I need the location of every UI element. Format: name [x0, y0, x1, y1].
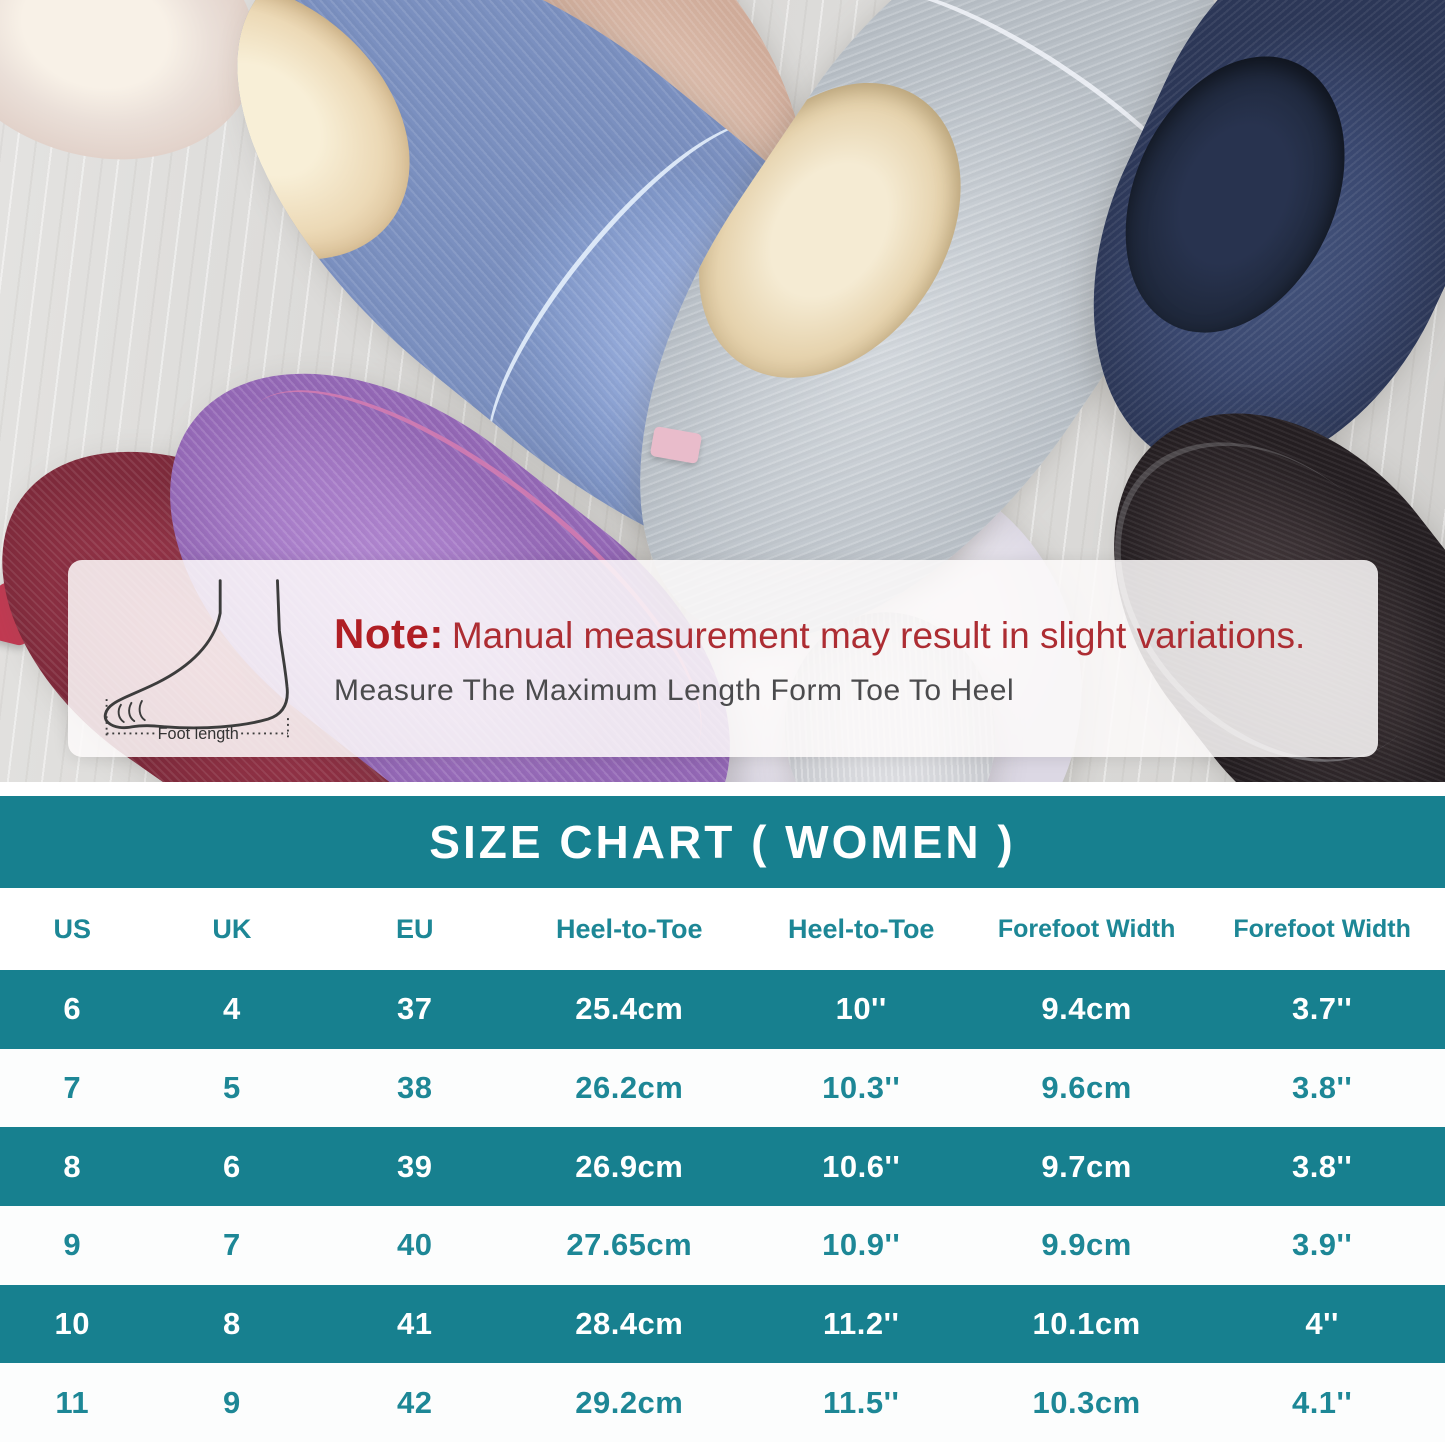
size-cell: 9.4cm — [1041, 991, 1132, 1027]
size-cell: 27.65cm — [566, 1227, 693, 1263]
note-banner: Foot length Note: Manual measurement may … — [68, 560, 1378, 757]
column-header: UK — [212, 913, 252, 944]
size-cell: 10'' — [835, 991, 887, 1027]
foot-measurement-icon: Foot length — [94, 575, 312, 743]
column-header: US — [53, 913, 91, 944]
size-cell: 6 — [223, 1148, 241, 1184]
note-message: Manual measurement may result in slight … — [451, 614, 1306, 656]
note-label: Note: — [334, 609, 444, 657]
size-cell: 11.5'' — [823, 1384, 900, 1420]
size-cell: 40 — [396, 1227, 433, 1263]
size-cell: 4 — [223, 991, 241, 1027]
size-cell: 7 — [223, 1227, 241, 1263]
note-text-block: Note: Manual measurement may result in sl… — [334, 610, 1305, 708]
size-cell: 42 — [396, 1384, 433, 1420]
size-cell: 37 — [396, 991, 433, 1027]
size-row: 8 6 39 26.9cm 10.6'' 9.7cm 3.8'' — [0, 1127, 1445, 1207]
foot-length-label: Foot length — [158, 725, 239, 743]
size-cell: 9.9cm — [1041, 1227, 1132, 1263]
column-header: Forefoot Width — [1233, 914, 1411, 943]
size-table-header-row: US UK EU Heel-to-Toe Heel-to-Toe Forefoot Wid… — [0, 888, 1445, 970]
size-cell: 4'' — [1305, 1306, 1339, 1342]
size-cell: 41 — [396, 1306, 433, 1342]
size-cell: 3.8'' — [1291, 1070, 1353, 1106]
size-row: 10 8 41 28.4cm 11.2'' 10.1cm 4'' — [0, 1284, 1445, 1364]
size-cell: 3.9'' — [1291, 1227, 1353, 1263]
size-chart-title-band: SIZE CHART ( WOMEN ) — [0, 796, 1445, 888]
divider — [0, 782, 1445, 796]
foot-outline-icon: Foot length — [103, 578, 289, 743]
size-chart-title: SIZE CHART ( WOMEN ) — [429, 816, 1016, 868]
size-row: 6 4 37 25.4cm 10'' 9.4cm 3.7'' — [0, 970, 1445, 1049]
size-row: 11 9 42 29.2cm 11.5'' 10.3cm 4.1'' — [0, 1363, 1445, 1442]
size-chart-table: US UK EU Heel-to-Toe Heel-to-Toe Forefoot Wid… — [0, 888, 1445, 1442]
size-cell: 9 — [63, 1227, 82, 1263]
column-header: Heel-to-Toe — [556, 913, 703, 944]
size-cell: 5 — [223, 1070, 241, 1106]
size-cell: 11.2'' — [823, 1306, 900, 1342]
size-cell: 10.9'' — [822, 1227, 901, 1263]
size-cell: 26.9cm — [575, 1148, 684, 1184]
size-cell: 10.1cm — [1032, 1306, 1141, 1342]
size-cell: 3.7'' — [1291, 991, 1353, 1027]
size-cell: 3.8'' — [1291, 1148, 1353, 1184]
size-cell: 29.2cm — [575, 1384, 684, 1420]
size-cell: 7 — [63, 1070, 82, 1106]
size-row: 9 7 40 27.65cm 10.9'' 9.9cm 3.9'' — [0, 1206, 1445, 1285]
slippers-photo: Foot length Note: Manual measurement may … — [0, 0, 1445, 782]
size-cell: 9.6cm — [1041, 1070, 1132, 1106]
size-cell: 28.4cm — [575, 1306, 684, 1342]
column-header: EU — [395, 913, 434, 944]
size-cell: 10.3cm — [1032, 1384, 1141, 1420]
size-row: 7 5 38 26.2cm 10.3'' 9.6cm 3.8'' — [0, 1048, 1445, 1128]
size-cell: 8 — [63, 1148, 82, 1184]
note-subtext: Measure The Maximum Length Form Toe To H… — [334, 673, 1015, 707]
size-cell: 8 — [223, 1306, 241, 1342]
size-cell: 39 — [396, 1148, 433, 1184]
size-cell: 26.2cm — [575, 1070, 684, 1106]
size-cell: 11 — [55, 1384, 90, 1420]
size-cell: 25.4cm — [575, 991, 684, 1027]
size-cell: 38 — [396, 1070, 433, 1106]
size-cell: 4.1'' — [1291, 1384, 1353, 1420]
size-cell: 6 — [63, 991, 82, 1027]
size-cell: 9.7cm — [1041, 1148, 1132, 1184]
size-table-body: 6 4 37 25.4cm 10'' 9.4cm 3.7'' 7 5 38 26.2cm 10.3''… — [0, 970, 1445, 1442]
size-cell: 10.6'' — [822, 1148, 901, 1184]
column-header: Heel-to-Toe — [787, 913, 935, 944]
size-cell: 9 — [223, 1384, 241, 1420]
size-cell: 10 — [54, 1306, 90, 1342]
column-header: Forefoot Width — [997, 914, 1176, 943]
size-cell: 10.3'' — [822, 1070, 901, 1106]
